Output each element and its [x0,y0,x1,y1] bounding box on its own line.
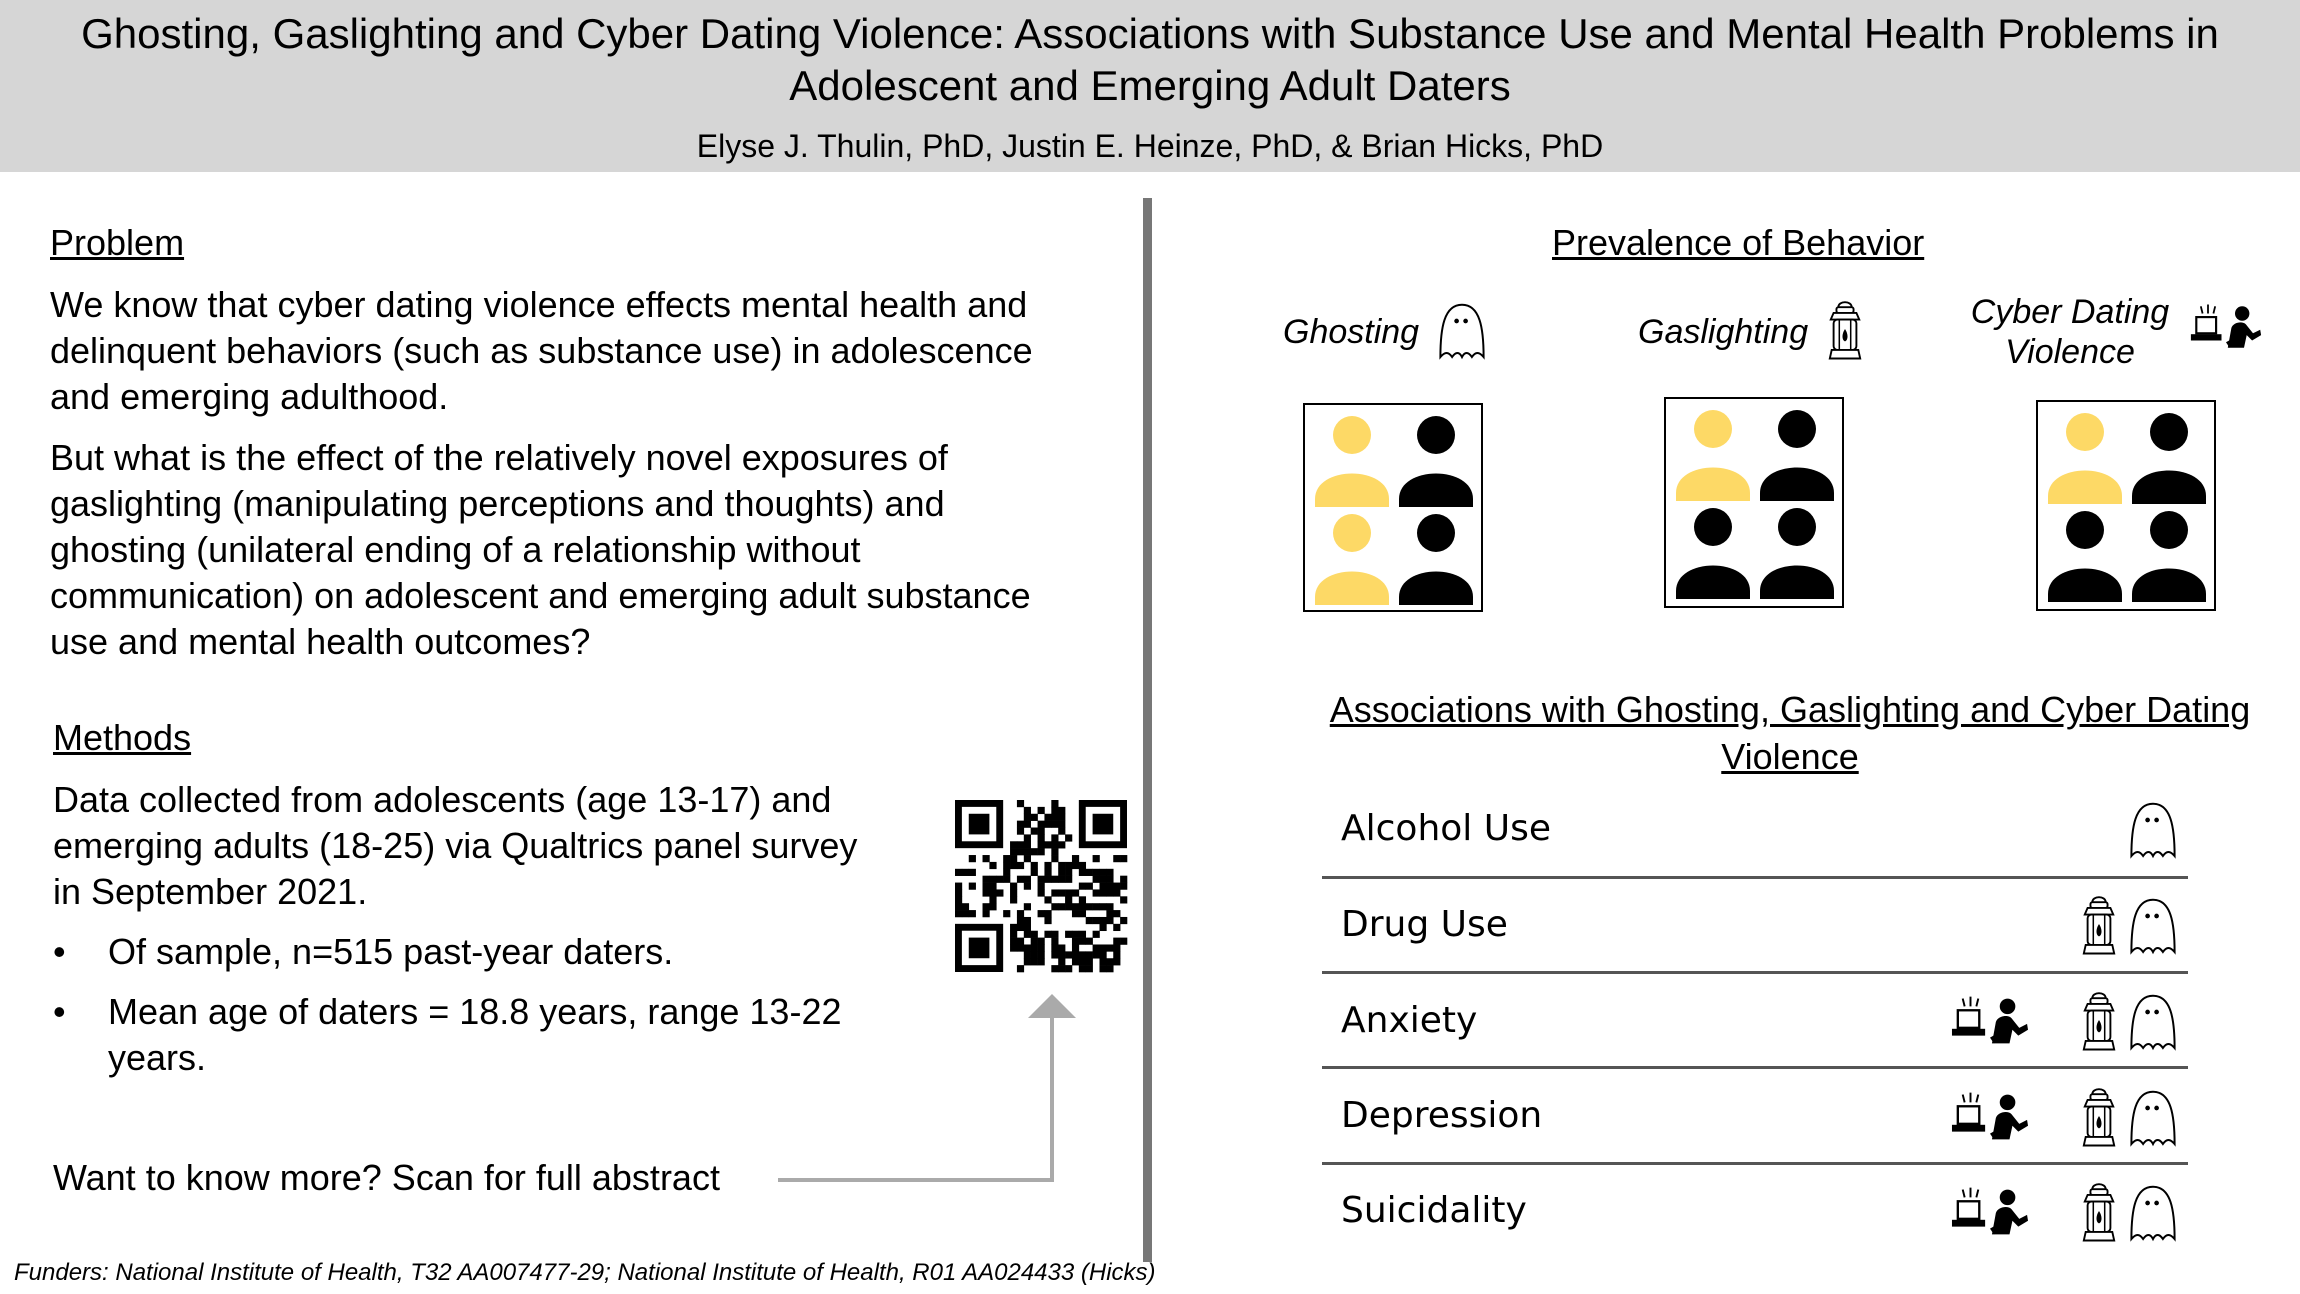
person-highlighted [1676,410,1750,501]
methods-line: emerging adults (18-25) via Qualtrics pa… [53,825,858,866]
problem-p1-line: We know that cyber dating violence effec… [50,284,1028,325]
person [1760,508,1834,599]
prevalence-grid-gaslighting [1664,397,1844,608]
bullet-text: Mean age of daters = 18.8 years, range 1… [108,989,841,1081]
methods-heading: Methods [53,717,192,758]
cyber-violence-icon [1951,996,2029,1045]
ghost-icon [2130,898,2176,954]
association-label: Alcohol Use [1341,808,1551,849]
person-highlighted [1315,416,1389,507]
lantern-icon [2082,1088,2116,1147]
behavior-label-cyber-dating-violence: Cyber Dating Violence [1960,292,2180,372]
methods-bullet: • Of sample, n=515 past-year daters. [53,929,933,975]
problem-p2-line: use and mental health outcomes? [50,621,591,662]
poster-header [0,0,2300,172]
bullet-dot: • [53,991,66,1032]
person-grid [2048,413,2206,602]
problem-p1-line: and emerging adulthood. [50,376,449,417]
label-line: Violence [2005,333,2135,371]
problem-paragraph-2: But what is the effect of the relatively… [50,435,1031,665]
person [1760,410,1834,501]
problem-p2-line: ghosting (unilateral ending of a relatio… [50,529,861,570]
problem-p2-line: gaslighting (manipulating perceptions an… [50,483,945,524]
behavior-label-gaslighting: Gaslighting [1638,313,1809,351]
methods-line: in September 2021. [53,871,368,912]
associations-heading-line: Associations with Ghosting, Gaslighting … [1329,689,2251,730]
association-label: Drug Use [1341,904,1508,945]
lantern-icon [2082,992,2116,1051]
prevalence-heading: Prevalence of Behavior [1552,222,1925,263]
bullet-text: Of sample, n=515 past-year daters. [108,931,674,972]
row-divider [1322,1162,2188,1165]
person-highlighted [1315,514,1389,605]
bullet-line: Mean age of daters = 18.8 years, range 1… [108,991,842,1032]
person [2048,511,2122,602]
bullet-dot: • [53,931,66,972]
person [1399,416,1473,507]
problem-p2-line: But what is the effect of the relatively… [50,437,948,478]
column-divider [1143,198,1152,1262]
ghost-icon [2130,1090,2176,1146]
prevalence-grid-ghosting [1303,403,1483,612]
person [1399,514,1473,605]
association-label: Anxiety [1341,1000,1478,1041]
methods-paragraph: Data collected from adolescents (age 13-… [53,777,857,915]
scan-prompt: Want to know more? Scan for full abstrac… [53,1157,720,1198]
cyber-violence-icon [1951,1187,2029,1236]
methods-line: Data collected from adolescents (age 13-… [53,779,832,820]
row-divider [1322,876,2188,879]
problem-p2-line: communication) on adolescent and emergin… [50,575,1031,616]
ghost-icon [2130,994,2176,1050]
scan-arrow [778,994,1076,1182]
person-grid [1676,410,1834,599]
problem-heading: Problem [50,222,185,263]
problem-p1-line: delinquent behaviors (such as substance … [50,330,1033,371]
methods-bullet: • Mean age of daters = 18.8 years, range… [53,989,933,1081]
association-label: Suicidality [1341,1190,1527,1231]
person [1676,508,1750,599]
behavior-label-ghosting: Ghosting [1283,313,1420,351]
problem-paragraph-1: We know that cyber dating violence effec… [50,282,1033,420]
lantern-icon [1828,301,1862,360]
bullet-line: years. [108,1037,207,1078]
associations-heading-line: Violence [1721,736,1859,777]
person-highlighted [2048,413,2122,504]
ghost-icon [1439,303,1485,359]
ghost-icon [2130,1185,2176,1241]
person [2132,511,2206,602]
qr-code[interactable] [955,800,1128,973]
title-line-2: Adolescent and Emerging Adult Daters [789,62,1511,109]
lantern-icon [2082,896,2116,955]
funders-note: Funders: National Institute of Health, T… [14,1259,1156,1286]
title-line-1: Ghosting, Gaslighting and Cyber Dating V… [81,10,2219,57]
cyber-violence-icon [1951,1092,2029,1141]
authors: Elyse J. Thulin, PhD, Justin E. Heinze, … [696,128,1604,164]
label-line: Cyber Dating [1970,293,2170,331]
poster-title: Ghosting, Gaslighting and Cyber Dating V… [20,8,2280,112]
associations-heading: Associations with Ghosting, Gaslighting … [1290,688,2290,779]
lantern-icon [2082,1183,2116,1242]
ghost-icon [2130,802,2176,858]
row-divider [1322,1066,2188,1069]
person [2132,413,2206,504]
row-divider [1322,971,2188,974]
association-label: Depression [1341,1095,1543,1136]
cyber-violence-icon [2190,304,2262,349]
person-grid [1315,416,1473,605]
prevalence-grid-cyber-dating-violence [2036,400,2216,611]
